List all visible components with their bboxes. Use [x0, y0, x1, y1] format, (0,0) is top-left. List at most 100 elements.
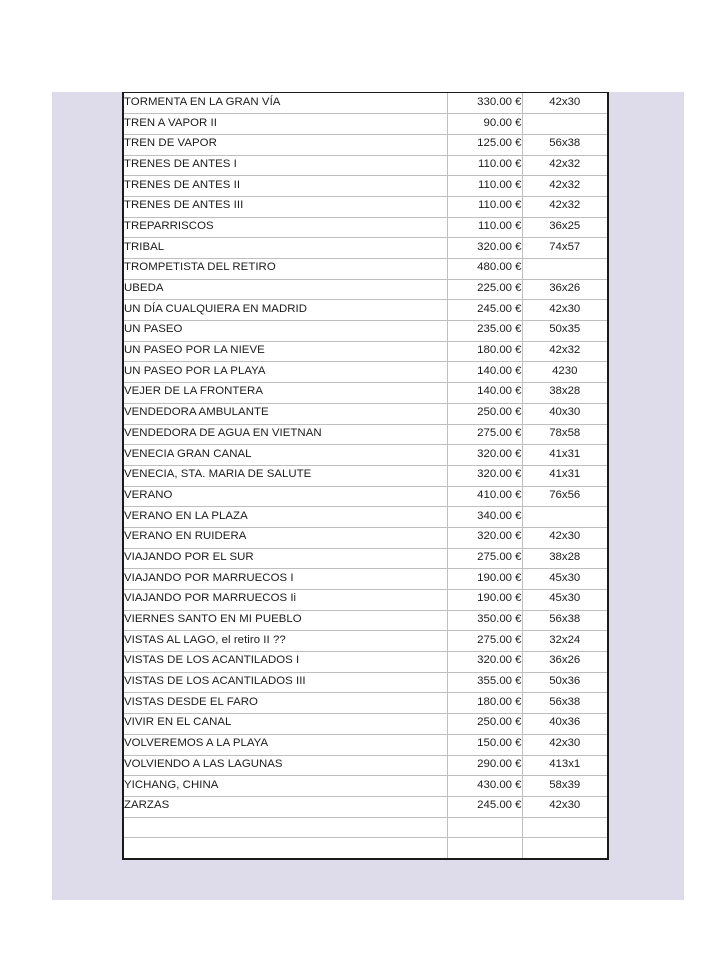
table-row[interactable]: TREPARRISCOS 110.00 €36x25 [124, 217, 607, 239]
artwork-title-cell[interactable]: VENECIA GRAN CANAL [124, 444, 448, 466]
table-row[interactable]: UBEDA 225.00 €36x26 [124, 279, 607, 301]
artwork-price-cell[interactable]: 140.00 € [447, 382, 523, 404]
artwork-title-cell[interactable]: YICHANG, CHINA [124, 775, 448, 797]
table-row[interactable]: VIERNES SANTO EN MI PUEBLO 350.00 €56x38 [124, 610, 607, 632]
artwork-size-cell[interactable]: 4230 [522, 361, 607, 384]
table-row[interactable]: VENECIA GRAN CANAL 320.00 €41x31 [124, 444, 607, 466]
artwork-price-cell[interactable]: 110.00 € [447, 155, 523, 177]
artwork-title-cell[interactable]: UN PASEO POR LA PLAYA [124, 361, 448, 384]
artwork-price-cell[interactable]: 320.00 € [447, 444, 523, 466]
artwork-title-cell[interactable]: TRIBAL [124, 237, 448, 259]
artwork-title-cell[interactable]: UN DÍA CUALQUIERA EN MADRID [124, 299, 448, 322]
artwork-title-cell[interactable]: UN PASEO POR LA NIEVE [124, 341, 448, 363]
artwork-title-cell[interactable]: VISTAS AL LAGO, el retiro II ?? [124, 630, 448, 653]
table-row[interactable]: VENDEDORA DE AGUA EN VIETNAN 275.00 €78x5… [124, 424, 607, 446]
artwork-title-cell[interactable]: VENDEDORA DE AGUA EN VIETNAN [124, 424, 448, 446]
artwork-price-cell[interactable]: 275.00 € [447, 548, 523, 570]
artwork-price-cell[interactable]: 350.00 € [447, 610, 523, 632]
artwork-size-cell[interactable]: 50x36 [522, 672, 607, 694]
table-row[interactable]: TREN A VAPOR II 90.00 € [124, 113, 607, 135]
table-row[interactable]: TROMPETISTA DEL RETIRO 480.00 € [124, 258, 607, 280]
artwork-size-cell[interactable]: 38x28 [522, 382, 607, 404]
artwork-price-cell[interactable]: 90.00 € [447, 113, 523, 135]
artwork-size-cell[interactable]: 41x31 [522, 444, 607, 466]
artwork-size-cell[interactable]: 74x57 [522, 237, 607, 259]
artwork-title-cell[interactable]: VIAJANDO POR MARRUECOS I [124, 568, 448, 590]
artwork-size-cell[interactable]: 36x25 [522, 217, 607, 239]
artwork-size-cell[interactable]: 42x32 [522, 175, 607, 197]
artwork-size-cell[interactable]: 56x38 [522, 692, 607, 715]
artwork-size-cell[interactable]: 42x30 [522, 299, 607, 322]
artwork-title-cell[interactable]: TREN DE VAPOR [124, 134, 448, 156]
table-row[interactable]: VERANO 410.00 €76x56 [124, 486, 607, 508]
artwork-price-cell[interactable]: 355.00 € [447, 672, 523, 694]
artwork-price-cell[interactable]: 140.00 € [447, 361, 523, 384]
table-row[interactable]: VERANO EN LA PLAZA 340.00 € [124, 506, 607, 528]
table-row[interactable]: TREN DE VAPOR 125.00 €56x38 [124, 134, 607, 156]
artwork-size-cell[interactable]: 56x38 [522, 134, 607, 156]
artwork-title-cell[interactable]: VISTAS DESDE EL FARO [124, 692, 448, 715]
table-row[interactable]: UN PASEO 235.00 €50x35 [124, 320, 607, 342]
table-row[interactable]: TRENES DE ANTES III 110.00 €42x32 [124, 196, 607, 218]
artwork-size-cell[interactable]: 56x38 [522, 610, 607, 632]
table-row[interactable]: TORMENTA EN LA GRAN VÍA 330.00 €42x30 [124, 93, 607, 115]
artwork-price-cell[interactable]: 250.00 € [447, 713, 523, 735]
artwork-size-cell[interactable] [522, 838, 607, 859]
artwork-price-cell[interactable]: 110.00 € [447, 217, 523, 239]
artwork-size-cell[interactable]: 45x30 [522, 568, 607, 590]
artwork-size-cell[interactable]: 78x58 [522, 424, 607, 446]
artwork-price-cell[interactable]: 245.00 € [447, 299, 523, 322]
artwork-size-cell[interactable]: 42x30 [522, 93, 607, 115]
artwork-price-cell[interactable]: 225.00 € [447, 279, 523, 301]
artwork-price-cell[interactable]: 245.00 € [447, 796, 523, 818]
artwork-price-cell[interactable]: 180.00 € [447, 692, 523, 715]
table-row[interactable]: VENECIA, STA. MARIA DE SALUTE 320.00 €41x… [124, 465, 607, 487]
table-row[interactable] [124, 837, 607, 859]
table-row[interactable]: VISTAS DESDE EL FARO 180.00 €56x38 [124, 692, 607, 715]
artwork-price-cell[interactable]: 330.00 € [447, 93, 523, 115]
artwork-price-cell[interactable]: 125.00 € [447, 134, 523, 156]
artwork-title-cell[interactable] [124, 837, 448, 859]
artwork-title-cell[interactable]: TORMENTA EN LA GRAN VÍA [124, 93, 448, 115]
table-row[interactable]: VISTAS DE LOS ACANTILADOS I 320.00 €36x26 [124, 651, 607, 673]
artwork-size-cell[interactable]: 76x56 [522, 486, 607, 508]
table-row[interactable]: UN DÍA CUALQUIERA EN MADRID 245.00 €42x30 [124, 299, 607, 322]
artwork-title-cell[interactable]: TREPARRISCOS [124, 217, 448, 239]
table-row[interactable]: VISTAS AL LAGO, el retiro II ?? 275.00 €3… [124, 630, 607, 653]
artwork-title-cell[interactable]: VERANO EN RUIDERA [124, 527, 448, 549]
table-row[interactable]: TRENES DE ANTES II 110.00 €42x32 [124, 175, 607, 197]
artwork-price-cell[interactable]: 275.00 € [447, 630, 523, 653]
artwork-title-cell[interactable]: VOLVIENDO A LAS LAGUNAS [124, 755, 448, 777]
artwork-title-cell[interactable]: TRENES DE ANTES III [124, 196, 448, 218]
artwork-size-cell[interactable]: 38x28 [522, 548, 607, 570]
artwork-title-cell[interactable]: VOLVEREMOS A LA PLAYA [124, 734, 448, 756]
artwork-size-cell[interactable]: 42x30 [522, 734, 607, 756]
table-row[interactable]: TRENES DE ANTES I 110.00 €42x32 [124, 155, 607, 177]
table-row[interactable]: ZARZAS 245.00 €42x30 [124, 796, 607, 818]
artwork-size-cell[interactable]: 45x30 [522, 589, 607, 611]
artwork-title-cell[interactable]: TRENES DE ANTES I [124, 155, 448, 177]
artwork-title-cell[interactable]: TROMPETISTA DEL RETIRO [124, 258, 448, 280]
artwork-price-cell[interactable]: 290.00 € [447, 755, 523, 777]
artwork-size-cell[interactable]: 58x39 [522, 775, 607, 797]
artwork-price-cell[interactable]: 190.00 € [447, 589, 523, 611]
artwork-size-cell[interactable] [522, 817, 607, 839]
artwork-size-cell[interactable]: 50x35 [522, 320, 607, 342]
table-row[interactable]: VIAJANDO POR MARRUECOS I 190.00 €45x30 [124, 568, 607, 590]
artwork-size-cell[interactable]: 42x32 [522, 155, 607, 177]
artwork-size-cell[interactable]: 40x36 [522, 713, 607, 735]
artwork-title-cell[interactable]: VEJER DE LA FRONTERA [124, 382, 448, 404]
artwork-size-cell[interactable]: 36x26 [522, 651, 607, 673]
artwork-size-cell[interactable]: 413x1 [522, 755, 607, 777]
artwork-price-cell[interactable]: 110.00 € [447, 196, 523, 218]
artwork-price-cell[interactable]: 275.00 € [447, 424, 523, 446]
table-row[interactable]: VENDEDORA AMBULANTE 250.00 €40x30 [124, 403, 607, 425]
artwork-price-cell[interactable]: 430.00 € [447, 775, 523, 797]
table-row[interactable]: VEJER DE LA FRONTERA 140.00 €38x28 [124, 382, 607, 404]
table-row[interactable]: VIAJANDO POR EL SUR 275.00 €38x28 [124, 548, 607, 570]
artwork-title-cell[interactable] [124, 817, 448, 839]
artwork-title-cell[interactable]: TREN A VAPOR II [124, 113, 448, 135]
artwork-title-cell[interactable]: VERANO EN LA PLAZA [124, 506, 448, 528]
artwork-price-cell[interactable]: 410.00 € [447, 486, 523, 508]
artwork-size-cell[interactable] [522, 113, 607, 135]
